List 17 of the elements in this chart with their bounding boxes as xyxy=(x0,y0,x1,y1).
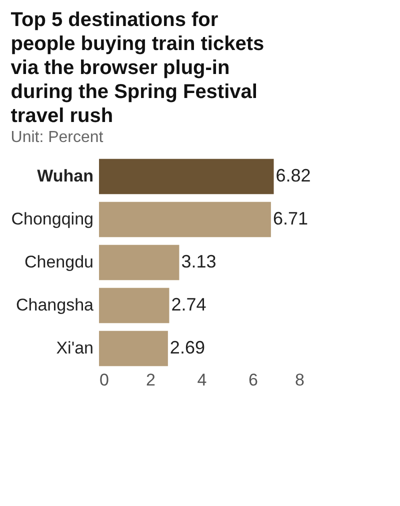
data-label: 6.71 xyxy=(272,208,308,228)
x-tick-label: 2 xyxy=(146,370,156,390)
y-tick-label: Wuhan xyxy=(37,166,94,186)
chart-title: Top 5 destinations for people buying train tickets via the browser plug-in during the Spring Festival travel rush xyxy=(10,9,264,127)
x-tick-label: 4 xyxy=(197,370,207,390)
data-label: 2.74 xyxy=(171,294,206,314)
x-tick-label: 6 xyxy=(248,370,258,390)
data-label: 6.82 xyxy=(276,166,311,186)
data-label: 2.69 xyxy=(170,338,205,358)
x-tick-label: 0 xyxy=(100,370,109,390)
x-tick-label: 8 xyxy=(295,370,304,390)
data-label: 3.13 xyxy=(181,252,216,272)
y-tick-label: Chongqing xyxy=(11,210,94,228)
y-tick-label: Xi'an xyxy=(56,338,94,358)
chart-subtitle: Unit: Percent xyxy=(10,129,104,146)
y-tick-label: Changsha xyxy=(16,296,94,314)
y-tick-label: Chengdu xyxy=(24,252,94,272)
